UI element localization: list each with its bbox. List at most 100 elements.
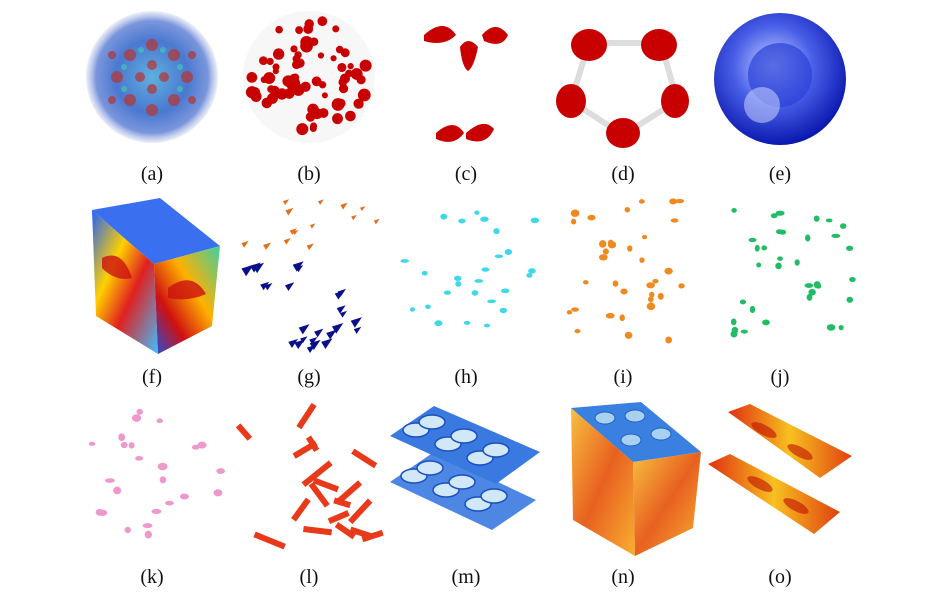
feature-blob xyxy=(638,199,645,204)
feature-blob xyxy=(136,408,143,415)
feature-blob xyxy=(373,218,380,225)
feature-blob xyxy=(731,208,737,213)
feature-blob xyxy=(804,283,814,289)
twin-red-slabs-render xyxy=(708,404,852,534)
feature-blob xyxy=(351,214,357,221)
feature-blob xyxy=(813,281,821,289)
feature-sheet xyxy=(349,526,374,540)
feature-blob xyxy=(678,283,685,289)
feature-blob xyxy=(499,307,508,314)
feature-blob xyxy=(272,68,279,75)
feature-blob xyxy=(282,199,290,206)
feature-blob xyxy=(144,530,152,539)
feature-blob xyxy=(665,336,673,344)
feature-blob xyxy=(639,257,645,263)
feature-blob xyxy=(332,25,340,33)
feature-blob xyxy=(306,344,316,353)
feature-blob xyxy=(669,198,678,205)
feature-blob xyxy=(337,62,347,73)
panel-h-caption: (h) xyxy=(454,366,478,388)
feature-blob xyxy=(296,123,309,136)
feature-blob xyxy=(474,279,484,283)
feature-blob xyxy=(289,228,297,235)
feature-blob xyxy=(350,317,362,328)
feature-blob xyxy=(142,523,153,529)
feature-blob xyxy=(739,299,747,305)
feature-blob xyxy=(292,261,304,272)
feature-sheet xyxy=(305,435,320,453)
feature-blob xyxy=(336,98,346,108)
feature-blob xyxy=(641,234,648,240)
feature-blob xyxy=(526,273,533,278)
feature-blob xyxy=(284,282,295,292)
cyan-features-render xyxy=(400,210,540,328)
feature-blob xyxy=(400,259,410,263)
panel-f-caption: (f) xyxy=(142,366,162,388)
feature-blob xyxy=(287,76,301,90)
feature-sheet xyxy=(336,480,363,505)
feature-blob xyxy=(756,262,762,268)
feature-blob xyxy=(571,307,579,312)
feature-blob xyxy=(340,202,348,210)
feature-blob xyxy=(321,92,328,99)
feature-blob xyxy=(675,198,685,204)
feature-blob xyxy=(118,433,126,442)
feature-blob xyxy=(646,282,655,289)
feature-blob xyxy=(657,292,664,300)
orange-blue-features-render xyxy=(241,199,380,353)
feature-blob xyxy=(285,207,294,216)
feature-blob xyxy=(646,302,656,311)
panel-g-caption: (g) xyxy=(297,366,321,388)
panel-o-render xyxy=(700,400,860,560)
feature-blob xyxy=(455,280,462,287)
feature-blob xyxy=(241,240,249,248)
feature-blob xyxy=(494,254,504,259)
feature-blob xyxy=(298,324,310,335)
feature-blob xyxy=(306,243,314,251)
panel-g-render xyxy=(229,198,389,358)
panel-e-caption: (e) xyxy=(768,163,792,185)
panel-n-render xyxy=(543,400,703,560)
feature-blob xyxy=(849,277,856,283)
feature-blob xyxy=(839,223,847,229)
feature-blob xyxy=(318,81,327,89)
feature-blob xyxy=(808,288,816,296)
panel-i-render xyxy=(543,198,703,358)
panel-h-render xyxy=(386,198,546,358)
feature-blob xyxy=(730,318,737,326)
feature-blob xyxy=(216,468,226,474)
feature-blob xyxy=(309,223,316,229)
feature-blob xyxy=(340,48,350,58)
feature-blob xyxy=(272,48,285,60)
feature-blob xyxy=(250,90,262,102)
feature-blob xyxy=(354,70,362,78)
feature-blob xyxy=(487,299,496,304)
feature-blob xyxy=(357,88,371,102)
feature-blob xyxy=(259,56,268,65)
feature-blob xyxy=(135,456,144,461)
feature-blob xyxy=(612,280,619,287)
panel-k-render xyxy=(72,400,232,560)
feature-blob xyxy=(409,307,415,312)
feature-blob xyxy=(131,414,142,422)
feature-blob xyxy=(474,210,480,215)
feature-blob xyxy=(88,441,96,446)
feature-cell xyxy=(450,428,478,444)
feature-blob xyxy=(263,242,272,250)
feature-cell xyxy=(448,474,476,490)
cube-colormap-render xyxy=(92,198,220,354)
feature-sheet xyxy=(301,460,333,488)
feature-sheet xyxy=(351,448,378,469)
feature-blob xyxy=(283,238,291,245)
panel-b-caption: (b) xyxy=(297,163,321,185)
feature-blob xyxy=(582,280,589,285)
feature-blob xyxy=(120,441,128,449)
feature-blob xyxy=(267,92,278,104)
feature-blob xyxy=(627,245,633,252)
feature-blob xyxy=(165,500,174,506)
feature-blob xyxy=(359,59,372,72)
feature-cell xyxy=(416,460,444,476)
feature-blob xyxy=(652,278,659,284)
feature-blob xyxy=(330,55,337,62)
feature-blob xyxy=(425,304,431,309)
